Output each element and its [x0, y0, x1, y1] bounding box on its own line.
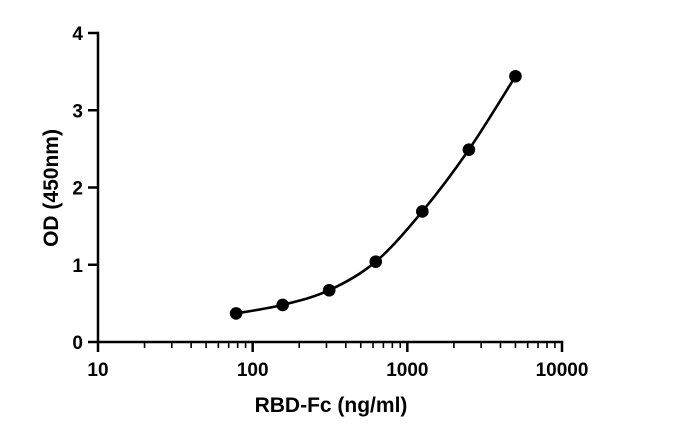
y-tick-label: 0	[72, 333, 83, 354]
x-tick-label: 100	[237, 360, 269, 381]
data-point	[322, 283, 336, 297]
y-axis-title: OD (450nm)	[40, 129, 63, 247]
y-axis: 0 1 2 3 4	[72, 24, 100, 354]
data-point	[509, 69, 522, 83]
fit-curve	[234, 74, 517, 315]
x-tick-label: 10	[87, 360, 108, 381]
x-axis: 10 100 1000 10000	[87, 340, 589, 381]
y-tick-label: 4	[72, 24, 83, 45]
data-point	[369, 255, 383, 268]
data-point	[276, 298, 289, 312]
y-tick-label: 2	[72, 179, 83, 200]
x-axis-title: RBD-Fc (ng/ml)	[255, 394, 408, 417]
x-tick-label: 1000	[386, 360, 428, 381]
plot-area	[229, 69, 522, 320]
y-tick-label: 1	[72, 256, 83, 277]
data-point	[462, 143, 476, 156]
x-tick-label: 10000	[536, 360, 589, 381]
data-point	[229, 307, 243, 320]
data-point	[416, 205, 429, 218]
y-tick-label: 3	[72, 101, 83, 122]
